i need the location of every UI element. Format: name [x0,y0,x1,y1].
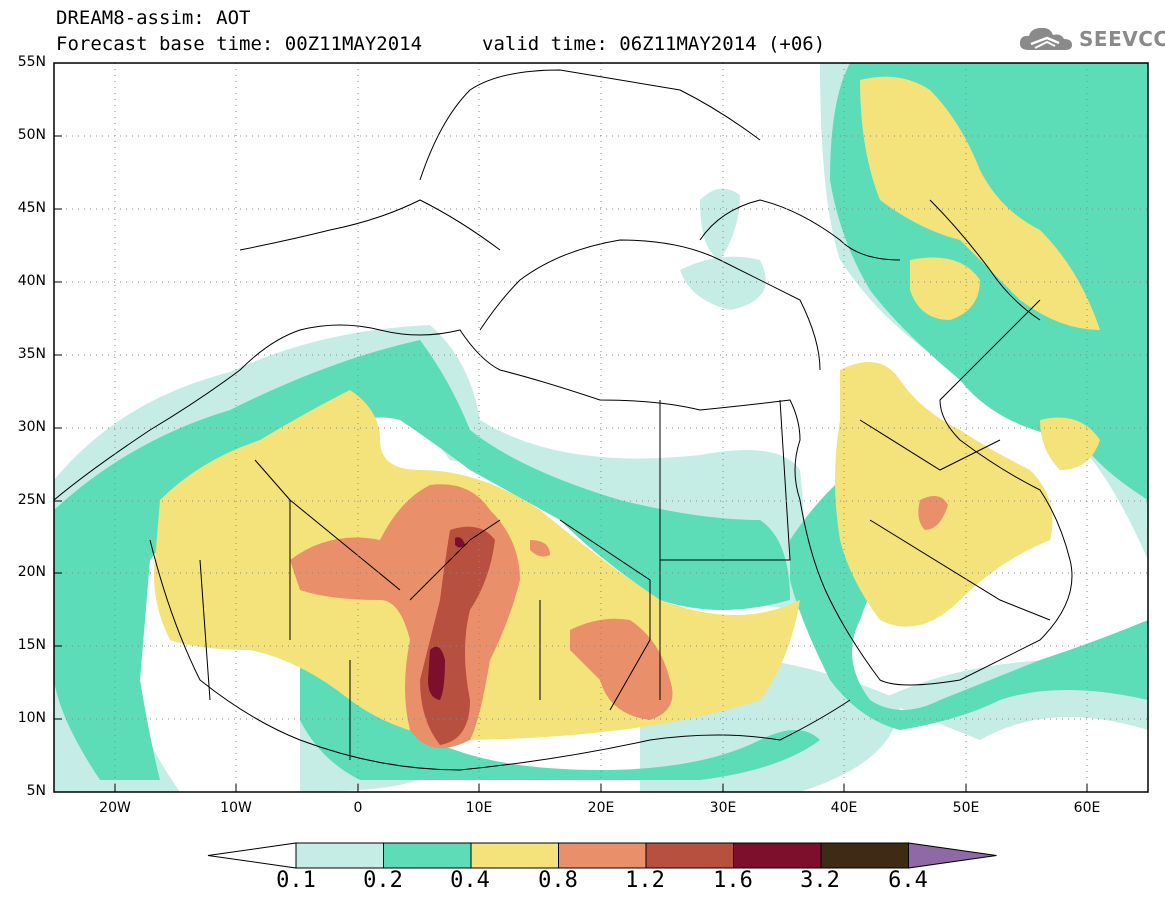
lat-label-45n: 45N [17,200,46,216]
lat-label-10n: 10N [17,710,46,726]
lat-label-30n: 30N [17,419,46,435]
lon-label-30e: 30E [709,800,737,816]
colorbar-label-0.1: 0.1 [276,868,316,893]
lat-label-15n: 15N [17,637,46,653]
colorbar-label-0.2: 0.2 [363,868,403,893]
logo-text: SEEVCCC [1079,27,1165,51]
colorbar-label-1.6: 1.6 [713,868,753,893]
lat-label-25n: 25N [17,492,46,508]
forecast-base-time: Forecast base time: 00Z11MAY2014 [56,33,423,55]
colorbar-label-0.4: 0.4 [450,868,490,893]
lat-label-40n: 40N [17,273,46,289]
lon-label-40e: 40E [830,800,858,816]
cloud-icon [1019,27,1072,50]
lon-label-20e: 20E [587,800,615,816]
lon-label-10e: 10E [465,800,493,816]
colorbar-label-3.2: 3.2 [800,868,840,893]
lon-label-60e: 60E [1073,800,1101,816]
lon-label-10w: 10W [220,800,252,816]
lat-label-35n: 35N [17,346,46,362]
axis-ticks [54,62,1088,792]
colorbar-label-0.8: 0.8 [538,868,578,893]
lat-label-5n: 5N [26,783,46,799]
graticule [54,63,1148,792]
lat-label-55n: 55N [17,54,46,70]
lat-label-50n: 50N [17,127,46,143]
lat-label-20n: 20N [17,564,46,580]
map-title: DREAM8-assim: AOT [56,7,251,29]
valid-time: valid time: 06Z11MAY2014 (+06) [482,33,826,55]
colorbar-label-1.2: 1.2 [625,868,665,893]
lon-label-50e: 50E [952,800,980,816]
colorbar-label-6.4: 6.4 [888,868,928,893]
coastlines [54,69,1073,771]
lon-label-0: 0 [353,800,363,816]
seevccc-logo: SEEVCCC [1017,24,1165,54]
aot-level-1.6 [428,537,465,700]
lon-label-20w: 20W [99,800,131,816]
